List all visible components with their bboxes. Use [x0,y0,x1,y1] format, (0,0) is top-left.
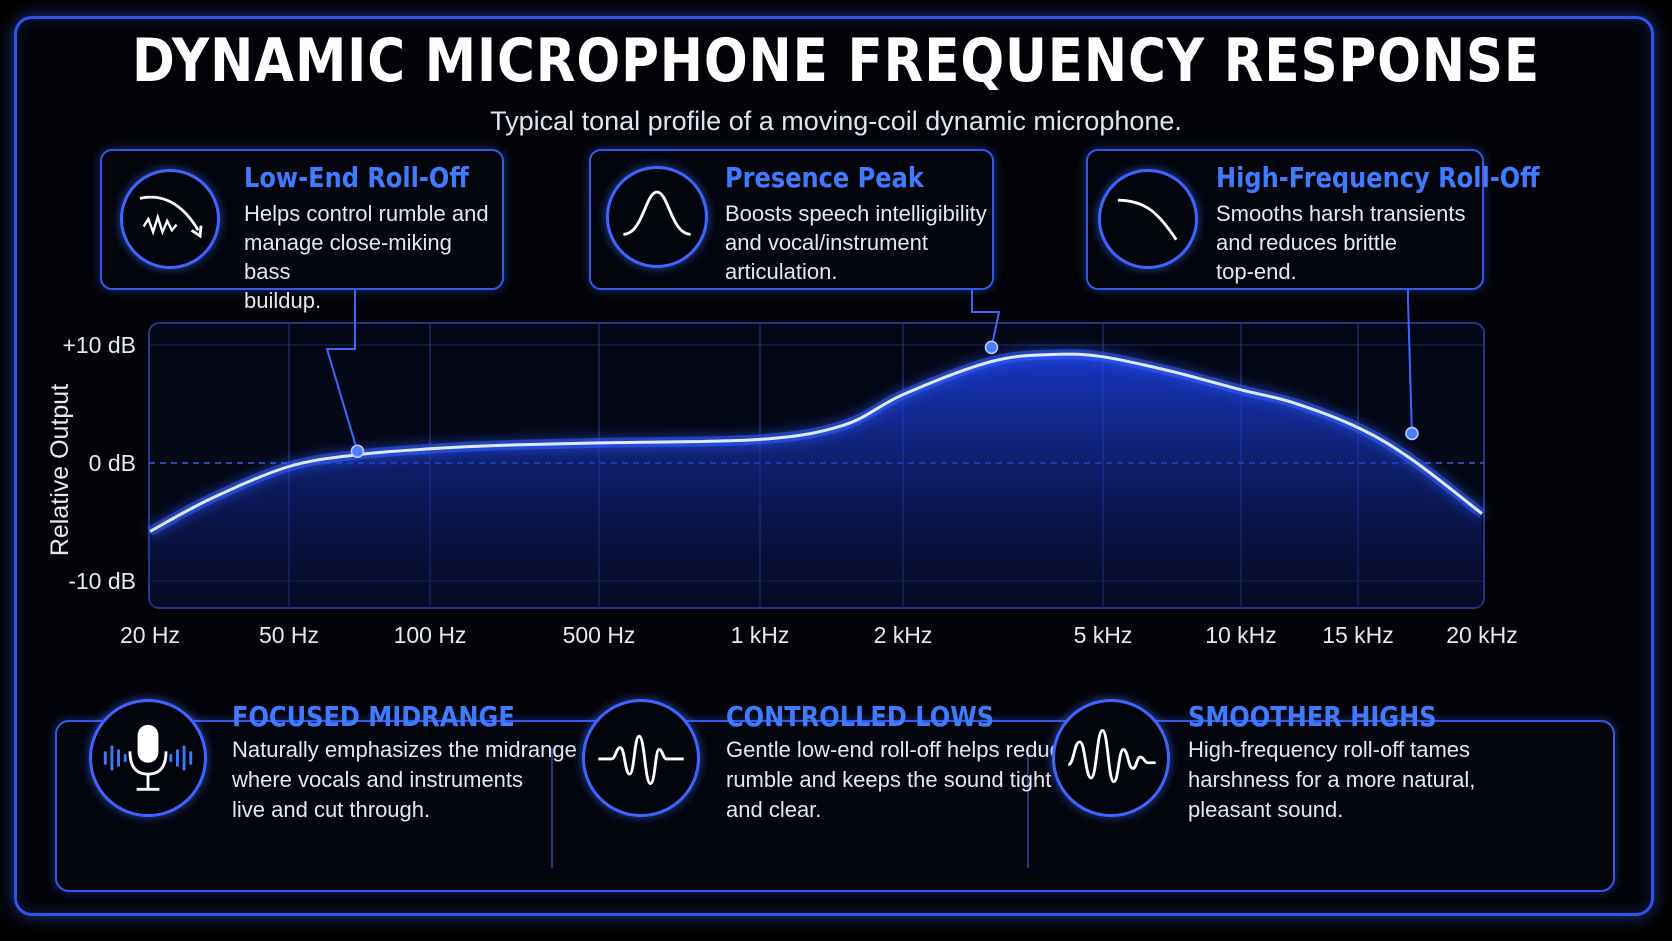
callout-connector [325,290,359,452]
callout-title: Low-End Roll-Off [244,161,469,194]
x-tick-label: 20 kHz [1446,622,1518,648]
y-tick-label: 0 dB [89,450,136,476]
decaying-wave-icon [1052,699,1170,817]
downward-wave-icon [120,169,220,269]
x-tick-label: 50 Hz [259,622,319,648]
x-tick-label: 10 kHz [1205,622,1277,648]
page-title: DYNAMIC MICROPHONE FREQUENCY RESPONSE [131,26,1541,96]
callout-title: High-Frequency Roll-Off [1216,161,1540,194]
y-tick-label: +10 dB [62,332,136,358]
callout-title: Presence Peak [725,161,924,194]
bell-curve-icon [606,166,708,268]
waveform-icon [582,699,700,817]
callout-connector [971,290,1001,348]
x-tick-label: 1 kHz [731,622,790,648]
x-tick-label: 500 Hz [563,622,636,648]
page-subtitle: Typical tonal profile of a moving-coil d… [490,106,1182,136]
benefit-title: CONTROLLED LOWS [726,700,995,733]
response-area [150,354,1482,607]
callout-text: Helps control rumble and manage close-mi… [244,201,489,313]
curve-marker [1405,426,1419,441]
falling-curve-icon [1098,169,1198,269]
benefit-text: High-frequency roll-off tames harshness … [1188,737,1476,822]
callout-card-presence: Presence Peak Boosts speech intelligibil… [589,149,994,290]
benefit-text: Gentle low-end roll-off helps reduce rum… [726,737,1073,822]
microphone-icon [89,699,207,817]
benefit-title: FOCUSED MIDRANGE [232,700,515,733]
benefit-title: SMOOTHER HIGHS [1188,700,1437,733]
callout-text: Smooths harsh transients and reduces bri… [1216,201,1466,284]
y-tick-label: -10 dB [68,568,136,594]
curve-marker [350,444,365,458]
curve-marker [984,340,999,355]
callout-text: Boosts speech intelligibility and vocal/… [725,201,987,284]
divider [551,748,553,868]
x-tick-label: 15 kHz [1322,622,1394,648]
benefits-panel [55,720,1615,892]
x-tick-label: 100 Hz [394,622,467,648]
x-tick-label: 20 Hz [120,622,180,648]
divider [1027,748,1029,868]
callout-connector [1407,290,1413,434]
y-axis-label: Relative Output [46,384,74,556]
callout-card-high-end: High-Frequency Roll-Off Smooths harsh tr… [1086,149,1540,290]
callout-card-low-end: Low-End Roll-Off Helps control rumble an… [100,149,504,313]
x-tick-label: 2 kHz [874,622,933,648]
benefit-text: Naturally emphasizes the midrange where … [232,737,577,822]
x-tick-label: 5 kHz [1074,622,1133,648]
